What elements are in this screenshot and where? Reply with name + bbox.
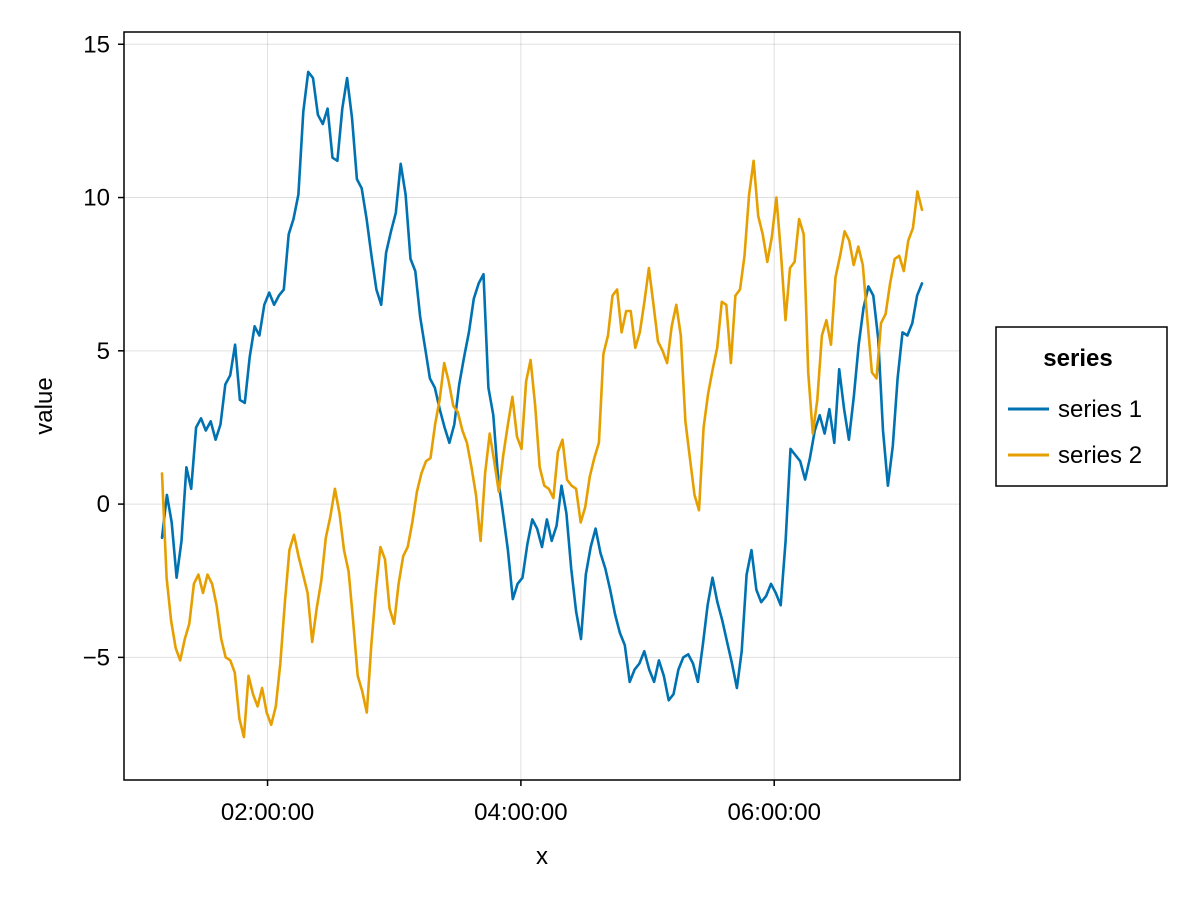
legend-box bbox=[995, 326, 1168, 487]
x-tick-label: 02:00:00 bbox=[221, 799, 314, 826]
y-tick-label: −5 bbox=[83, 644, 110, 671]
y-tick-label: 15 bbox=[83, 31, 110, 58]
plot-frame bbox=[123, 31, 961, 781]
x-axis-label: x bbox=[536, 843, 548, 870]
series-line-2 bbox=[160, 159, 924, 739]
legend-label-series-2: series 2 bbox=[1058, 442, 1142, 469]
y-axis-ticks: −5 0 5 10 15 bbox=[83, 31, 124, 671]
series-line-1 bbox=[160, 70, 924, 702]
y-tick-label: 10 bbox=[83, 185, 110, 212]
legend-label-series-1: series 1 bbox=[1058, 396, 1142, 423]
series-layer bbox=[160, 70, 924, 739]
x-tick-label: 06:00:00 bbox=[728, 799, 821, 826]
y-axis-label: value bbox=[31, 377, 58, 434]
legend: series series 1 series 2 bbox=[995, 326, 1168, 487]
grid-lines bbox=[124, 32, 960, 780]
y-tick-label: 0 bbox=[97, 491, 110, 518]
legend-title: series bbox=[1043, 345, 1112, 372]
x-tick-label: 04:00:00 bbox=[474, 799, 567, 826]
x-axis-ticks: 02:00:00 04:00:00 06:00:00 bbox=[221, 780, 821, 826]
y-tick-label: 5 bbox=[97, 338, 110, 365]
